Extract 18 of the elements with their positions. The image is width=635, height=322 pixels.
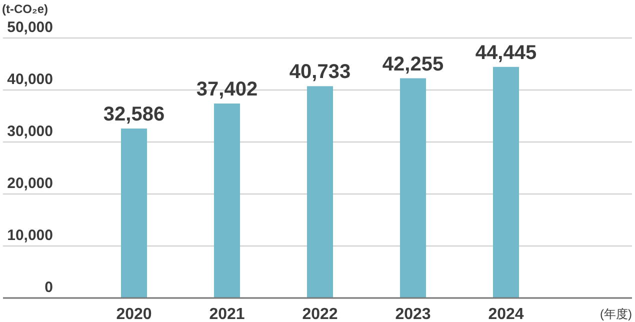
data-label: 42,255 (382, 53, 444, 76)
y-tick-label: 50,000 (7, 19, 53, 36)
x-tick-label: 2023 (395, 306, 431, 322)
data-label: 37,402 (196, 78, 258, 101)
y-tick-label: 30,000 (7, 123, 53, 140)
y-tick-label: 0 (44, 279, 53, 296)
y-tick-label: 40,000 (7, 71, 53, 88)
y-tick-label: 20,000 (7, 175, 53, 192)
data-label: 44,445 (475, 42, 537, 64)
x-tick-label: 2020 (116, 306, 152, 322)
x-axis-title: (年度) (600, 307, 632, 321)
y-axis-title: (t-CO₂e) (2, 2, 48, 16)
data-label: 40,733 (289, 61, 351, 84)
x-tick-label: 2021 (209, 306, 245, 322)
x-tick-label: 2022 (302, 306, 338, 322)
x-tick-label: 2024 (488, 306, 524, 322)
y-tick-label: 10,000 (7, 227, 53, 244)
data-label: 32,586 (103, 104, 165, 126)
